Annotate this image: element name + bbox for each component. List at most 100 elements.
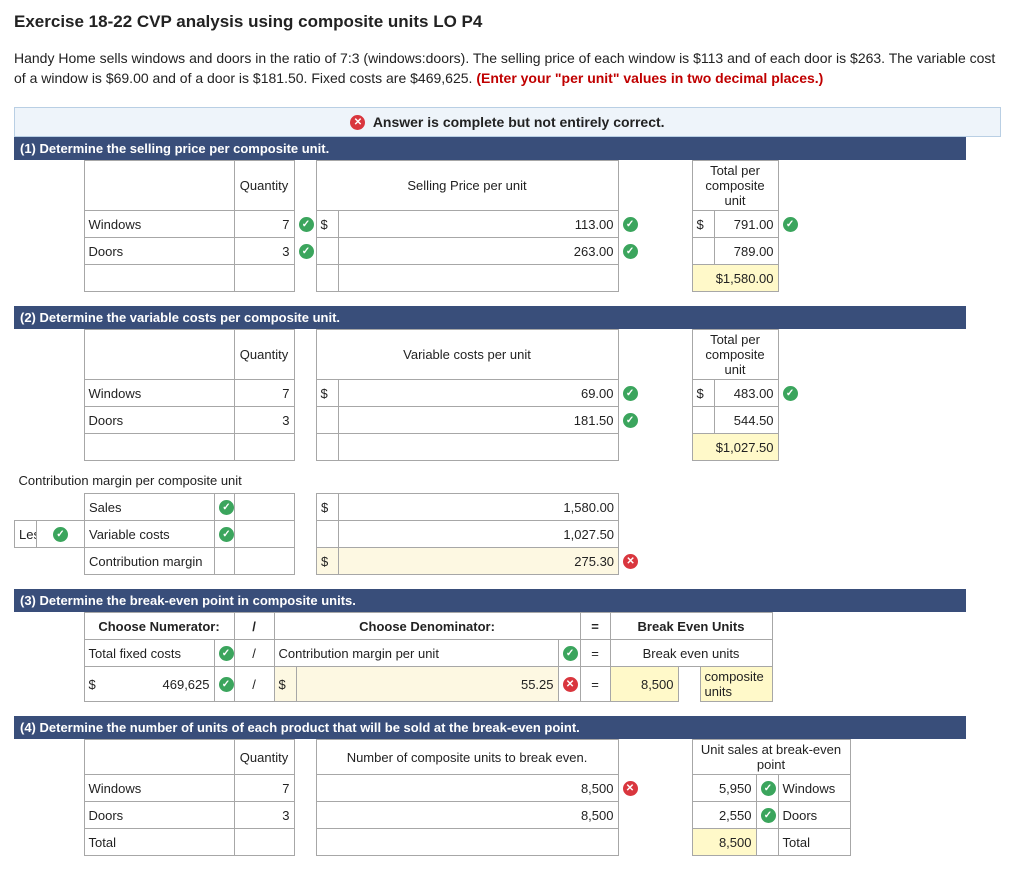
s4-windows-qty: 7 [234,775,294,802]
s3-result-unit: composite units [700,667,772,702]
intro-text: Handy Home sells windows and doors in th… [14,48,1001,89]
cm-varcost-val: 1,027.50 [339,521,619,548]
s4-col-num: Number of composite units to break even. [316,740,618,775]
section4-head: (4) Determine the number of units of eac… [14,716,966,739]
section2-head: (2) Determine the variable costs per com… [14,306,966,329]
check-icon: ✓ [219,646,234,661]
section1-head: (1) Determine the selling price per comp… [14,137,966,160]
cm-varcost-label[interactable]: Variable costs [85,521,215,548]
currency-symbol: $ [316,380,338,407]
s4-windows-res: 5,950 [692,775,756,802]
s1-col-qty: Quantity [234,161,294,211]
s4-col-qty: Quantity [234,740,294,775]
s3-num-select[interactable]: Total fixed costs [84,640,214,667]
intro-instruction: (Enter your "per unit" values in two dec… [476,70,823,86]
s2-col-total: Total per composite unit [692,330,778,380]
s2-col-cost: Variable costs per unit [316,330,618,380]
s3-den-amt[interactable]: 55.25 [296,667,558,702]
s2-windows-total: 483.00 [714,380,778,407]
check-icon: ✓ [299,217,314,232]
currency-symbol: $ [317,494,339,521]
banner-text: Answer is complete but not entirely corr… [373,114,665,130]
s2-doors-cost[interactable]: 181.50 [338,407,618,434]
s1-doors-total: 789.00 [714,238,778,265]
s4-doors-qty: 3 [234,802,294,829]
s4-windows-num[interactable]: 8,500 [316,775,618,802]
s1-windows-label: Windows [84,211,234,238]
currency-symbol: $ [274,667,296,702]
s2-doors-qty: 3 [234,407,294,434]
section4-table: Quantity Number of composite units to br… [14,739,954,856]
s3-result-head: Break Even Units [610,613,772,640]
currency-symbol: $ [692,380,714,407]
check-icon: ✓ [783,217,798,232]
s4-total-unit: Total [778,829,850,856]
x-icon: ✕ [623,781,638,796]
currency-symbol: $ [692,211,714,238]
section2-table: Quantity Variable costs per unit Total p… [14,329,954,461]
check-icon: ✓ [219,677,234,692]
s4-total-res: 8,500 [692,829,756,856]
currency-symbol: $ [317,548,339,575]
s1-grand-total: $1,580.00 [692,265,778,292]
s4-doors-num[interactable]: 8,500 [316,802,618,829]
x-icon: ✕ [563,677,578,692]
s2-grand-total: $1,027.50 [692,434,778,461]
s1-col-total: Total per composite unit [692,161,778,211]
s1-windows-price[interactable]: 113.00 [338,211,618,238]
status-banner: ✕ Answer is complete but not entirely co… [14,107,1001,138]
x-icon: ✕ [623,554,638,569]
s1-doors-price[interactable]: 263.00 [338,238,618,265]
slash: / [234,640,274,667]
cm-section-head: Contribution margin per composite unit [15,467,295,494]
check-icon: ✓ [219,527,234,542]
slash: / [234,667,274,702]
check-icon: ✓ [623,217,638,232]
check-icon: ✓ [299,244,314,259]
s4-doors-unit: Doors [778,802,850,829]
s1-doors-qty[interactable]: 3 [234,238,294,265]
currency-symbol: $ [89,677,96,692]
equals: = [580,613,610,640]
check-icon: ✓ [219,500,234,515]
s2-windows-cost[interactable]: 69.00 [338,380,618,407]
s3-result-amt: 8,500 [610,667,678,702]
s1-doors-label: Doors [84,238,234,265]
banner-x-icon: ✕ [350,115,365,130]
slash: / [234,613,274,640]
s1-windows-qty[interactable]: 7 [234,211,294,238]
cm-sales-label[interactable]: Sales [85,494,215,521]
s1-col-price: Selling Price per unit [316,161,618,211]
section3-table: Choose Numerator: / Choose Denominator: … [14,612,954,702]
check-icon: ✓ [563,646,578,661]
s4-col-result: Unit sales at break-even point [692,740,850,775]
cm-table: Contribution margin per composite unit S… [14,467,954,575]
check-icon: ✓ [623,244,638,259]
cm-less-label: Less: [15,521,37,548]
s2-doors-label: Doors [84,407,234,434]
s3-den-select[interactable]: Contribution margin per unit [274,640,558,667]
check-icon: ✓ [623,413,638,428]
section3-head: (3) Determine the break-even point in co… [14,589,966,612]
cm-sales-val: 1,580.00 [339,494,619,521]
s3-num-amt[interactable]: 469,625 [163,677,210,692]
s2-doors-total: 544.50 [714,407,778,434]
cm-value[interactable]: 275.30 [339,548,619,575]
s3-num-head: Choose Numerator: [84,613,234,640]
check-icon: ✓ [761,781,776,796]
s4-windows-label: Windows [84,775,234,802]
check-icon: ✓ [623,386,638,401]
check-icon: ✓ [761,808,776,823]
equals: = [580,640,610,667]
s4-total-label: Total [84,829,234,856]
s4-doors-label: Doors [84,802,234,829]
s4-doors-res: 2,550 [692,802,756,829]
currency-symbol: $ [316,211,338,238]
cm-label: Contribution margin [85,548,215,575]
check-icon: ✓ [53,527,68,542]
equals: = [580,667,610,702]
s2-windows-qty: 7 [234,380,294,407]
s3-result-label: Break even units [610,640,772,667]
s2-windows-label: Windows [84,380,234,407]
check-icon: ✓ [783,386,798,401]
